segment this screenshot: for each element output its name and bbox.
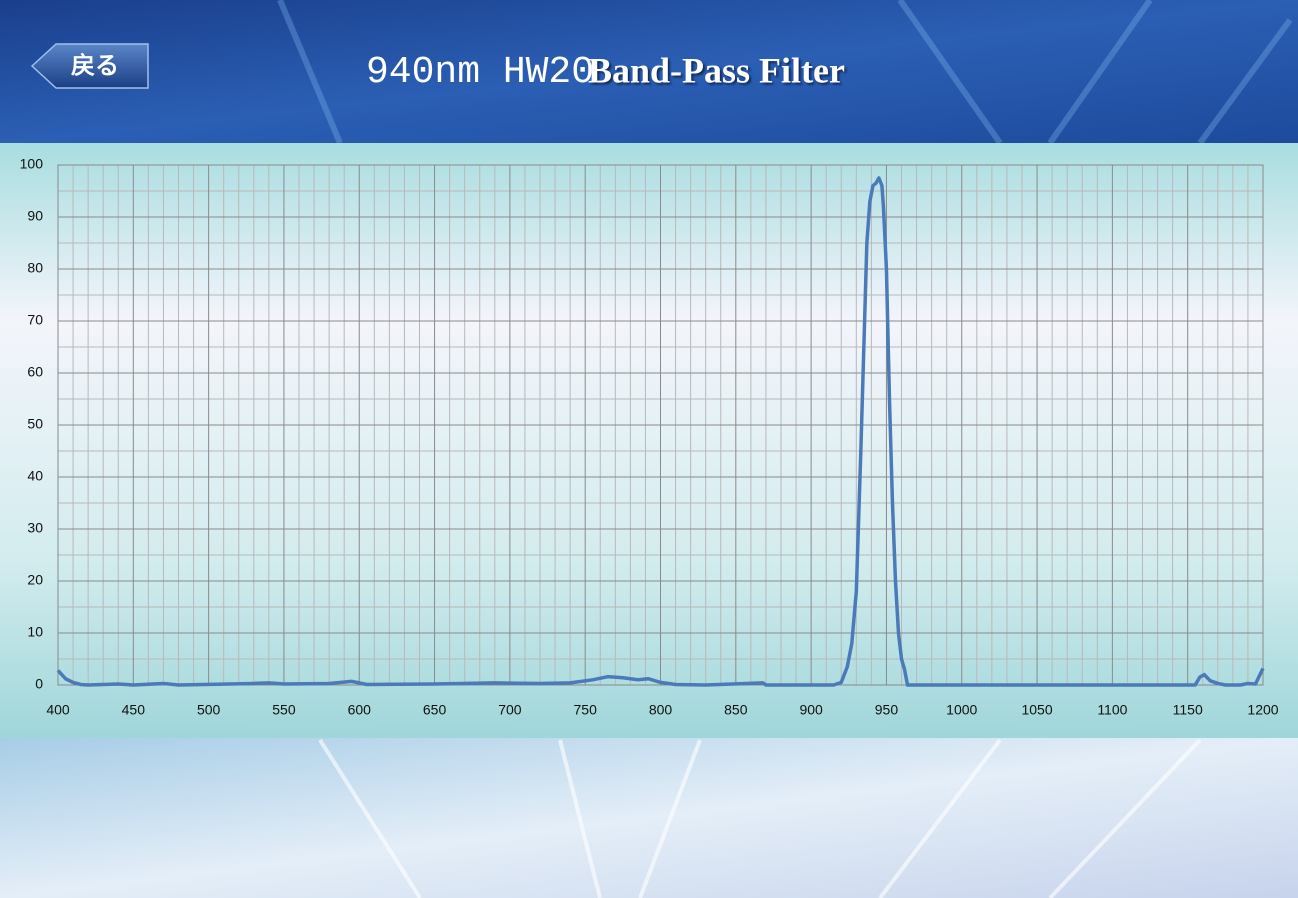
header-decoration (277, 0, 1293, 145)
y-tick-label: 30 (27, 520, 43, 536)
x-tick-label: 550 (272, 702, 296, 718)
x-tick-label: 1000 (946, 702, 977, 718)
y-tick-label: 50 (27, 416, 43, 432)
x-tick-label: 900 (799, 702, 823, 718)
x-tick-label: 1200 (1247, 702, 1278, 718)
y-tick-label: 60 (27, 364, 43, 380)
back-button[interactable]: 戻る (30, 43, 149, 89)
x-tick-label: 1050 (1021, 702, 1052, 718)
y-tick-label: 100 (20, 156, 44, 172)
y-tick-label: 40 (27, 468, 43, 484)
x-tick-label: 700 (498, 702, 522, 718)
data-line (56, 176, 1265, 687)
x-tick-label: 850 (724, 702, 748, 718)
header-bg (0, 0, 1298, 143)
x-tick-label: 950 (875, 702, 899, 718)
y-tick-label: 20 (27, 572, 43, 588)
x-tick-label: 600 (348, 702, 372, 718)
y-tick-label: 10 (27, 624, 43, 640)
x-tick-label: 1150 (1173, 702, 1203, 718)
x-tick-label: 800 (649, 702, 673, 718)
x-tick-label: 450 (122, 702, 146, 718)
title-sub: Band-Pass Filter (588, 50, 845, 90)
y-tick-label: 80 (27, 260, 43, 276)
chart-panel (0, 143, 1298, 738)
x-tick-label: 500 (197, 702, 221, 718)
back-button-shape[interactable] (30, 43, 149, 89)
plot: 0 10 20 30 40 50 60 70 80 90 100 400 450 500 550 600 650… (20, 156, 1279, 718)
y-tick-label: 70 (27, 312, 43, 328)
footer-rays (318, 738, 1202, 898)
back-button-label[interactable]: 戻る (71, 51, 119, 79)
y-tick-label: 90 (27, 208, 43, 224)
x-tick-label: 750 (574, 702, 598, 718)
y-tick-label: 0 (35, 676, 43, 692)
x-tick-label: 1100 (1097, 702, 1127, 718)
title-main: 940nm HW20 (366, 51, 594, 94)
x-tick-label: 650 (423, 702, 447, 718)
x-tick-label: 400 (46, 702, 70, 718)
